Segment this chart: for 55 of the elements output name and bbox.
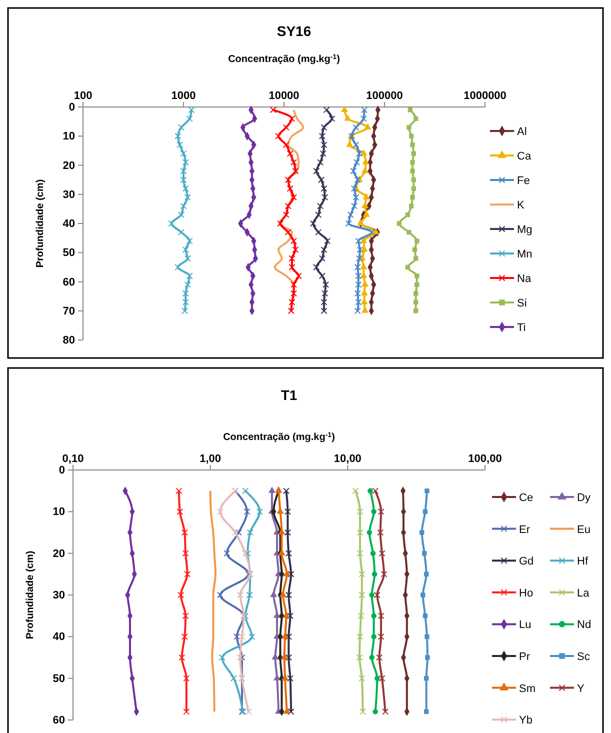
legend-label: Pr <box>519 651 530 663</box>
x-tick-label: 100 <box>74 90 92 102</box>
y-tick-label: 0 <box>68 102 75 114</box>
x-axis-title: Concentração (mg.kg$^{-1}$) <box>228 54 340 65</box>
y-tick-label: 60 <box>52 714 65 727</box>
legend-label: Y <box>577 682 585 695</box>
legend-label: Mn <box>517 248 532 260</box>
y-tick-label: 60 <box>62 276 75 288</box>
legend-label: Gd <box>519 556 534 568</box>
legend-label: Al <box>517 126 527 138</box>
y-tick-label: 50 <box>62 247 75 260</box>
y-axis-title: Profundidade (cm) <box>35 179 46 268</box>
legend-label: Dy <box>577 492 591 504</box>
y-tick-label: 70 <box>62 305 75 318</box>
y-tick-label: 30 <box>52 590 65 602</box>
chart-title: SY16 <box>276 23 312 39</box>
legend-label: Ce <box>519 492 534 504</box>
legend-label: Ti <box>517 322 526 334</box>
y-tick-label: 50 <box>52 672 65 685</box>
legend-label: Sm <box>519 682 536 695</box>
legend-label: Fe <box>517 175 530 187</box>
x-tick-label: 10,00 <box>334 453 362 465</box>
x-tick-label: 1,00 <box>200 453 222 465</box>
chart-title: T1 <box>280 387 298 403</box>
legend-label: Er <box>519 524 530 536</box>
x-tick-label: 1000 <box>171 90 196 102</box>
x-tick-label: 0,10 <box>62 453 84 465</box>
legend-label: Si <box>517 298 527 310</box>
y-tick-label: 80 <box>62 334 75 347</box>
y-tick-label: 40 <box>62 218 75 230</box>
legend-label: Yb <box>519 714 532 727</box>
x-tick-label: 1000000 <box>464 90 506 102</box>
y-tick-label: 30 <box>62 188 75 201</box>
legend-label: Ho <box>519 587 534 600</box>
y-tick-label: 40 <box>52 631 65 644</box>
legend-label: Nd <box>577 619 592 632</box>
y-tick-label: 10 <box>62 130 75 143</box>
legend-label: K <box>517 200 525 212</box>
y-tick-label: 0 <box>58 464 65 477</box>
legend-label: Mg <box>517 224 532 236</box>
x-tick-label: 100000 <box>366 90 403 102</box>
legend-label: Lu <box>519 619 532 632</box>
legend-label: Ca <box>517 150 532 162</box>
y-tick-label: 10 <box>52 506 65 518</box>
legend-label: Na <box>517 273 532 285</box>
x-tick-label: 100,00 <box>468 453 502 465</box>
y-tick-label: 20 <box>62 160 75 172</box>
legend-label: Sc <box>577 651 590 663</box>
y-tick-label: 20 <box>52 548 65 560</box>
x-axis-title: Concentração (mg.kg$^{-1}$) <box>223 432 335 443</box>
y-axis-title: Profundidade (cm) <box>25 550 36 640</box>
x-tick-label: 10000 <box>268 90 300 102</box>
legend-label: Hf <box>577 556 589 568</box>
legend-label: La <box>577 587 590 600</box>
legend-label: Eu <box>577 524 590 536</box>
